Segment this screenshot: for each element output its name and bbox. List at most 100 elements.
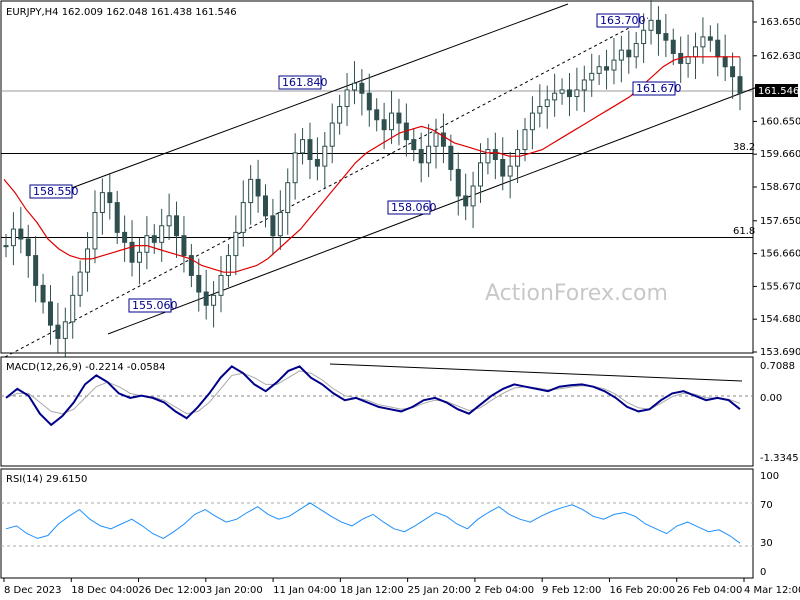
candle-body (574, 89, 580, 98)
candle-body (641, 29, 647, 45)
macd-axis: 0.7088 0.00 -1.3345 (760, 361, 799, 464)
candle-body (529, 112, 535, 131)
moving-average-line (3, 56, 740, 273)
candle-body (3, 245, 9, 248)
candle-body (559, 89, 565, 94)
price-annotation-155060: 155.060 (128, 298, 178, 313)
candle-body (166, 215, 172, 227)
price-annotation-label: 158.060 (391, 201, 437, 214)
time-tick-label: 26 Feb 04:00 (677, 585, 743, 596)
candle-body (604, 66, 610, 71)
candle-body (722, 56, 728, 68)
candle-body (485, 149, 491, 164)
macd-panel (0, 356, 754, 467)
price-annotation-label: 163.700 (600, 14, 646, 27)
candle-body (25, 238, 31, 257)
price-header: EURJPY,H4 162.009 162.048 161.438 161.54… (6, 7, 237, 18)
candle-body (240, 202, 246, 233)
current-price-label: 161.546 (758, 86, 799, 97)
candle-body (55, 324, 61, 339)
time-tick-label: 9 Feb 12:00 (542, 585, 601, 596)
candle-body (10, 228, 16, 247)
candle-body (70, 294, 76, 323)
candle-body (255, 178, 261, 197)
time-tick-label: 16 Feb 20:00 (609, 585, 675, 596)
candle-body (18, 228, 24, 240)
candles-group (3, 0, 743, 361)
candle-body (307, 139, 313, 161)
candle-body (92, 212, 98, 250)
candle-body (470, 185, 476, 207)
candle-body (292, 152, 298, 184)
candle-body (418, 149, 424, 164)
price-panel (0, 0, 754, 354)
channel-lower-line (107, 85, 761, 335)
macd-line (5, 365, 741, 427)
watermark: ActionForex.com (485, 281, 668, 306)
macd-tick-label: 0.00 (760, 393, 782, 404)
price-tick-label: 153.690 (760, 347, 800, 358)
rsi-line (5, 502, 741, 544)
time-tick-label: 18 Jan 12:00 (340, 585, 403, 596)
candle-body (507, 165, 513, 177)
price-annotation-161840: 161.840 (278, 75, 328, 90)
candle-body (440, 132, 446, 147)
current-price-box (755, 84, 798, 97)
candle-body (552, 92, 558, 101)
candle-body (129, 241, 135, 263)
rsi-axis: 100 70 30 0 (760, 471, 779, 578)
candle-body (611, 59, 617, 71)
channel-mid-line (4, 17, 649, 358)
candle-body (411, 139, 417, 151)
candle-body (366, 92, 372, 111)
candle-body (33, 255, 39, 286)
candle-body (359, 82, 365, 94)
candle-body (218, 274, 224, 296)
price-annotation-158060: 158.060 (387, 200, 437, 215)
candle-body (159, 225, 165, 243)
candle-body (262, 195, 268, 217)
macd-tick-label: 0.7088 (760, 361, 795, 372)
macd-tick-label: -1.3345 (760, 453, 799, 464)
price-annotation-label: 155.060 (132, 299, 178, 312)
rsi-tick-label: 0 (760, 567, 766, 578)
candle-body (463, 195, 469, 207)
fib-label-61: 61.8 (733, 226, 755, 237)
candle-body (151, 235, 157, 243)
candle-body (663, 33, 669, 41)
candle-body (248, 178, 254, 204)
candle-body (537, 105, 543, 114)
candle-body (277, 212, 283, 237)
price-annotation-161670: 161.670 (632, 81, 682, 96)
candle-body (107, 192, 113, 204)
candle-body (374, 109, 380, 121)
price-tick-label: 162.630 (760, 51, 800, 62)
candle-body (670, 39, 676, 54)
candle-body (515, 149, 521, 167)
candle-body (700, 36, 706, 48)
candle-body (314, 159, 320, 167)
candle-body (188, 255, 194, 276)
price-annotation-label: 158.550 (33, 185, 79, 198)
candle-body (85, 248, 91, 273)
time-tick-label: 2 Feb 04:00 (475, 585, 534, 596)
candle-body (455, 168, 461, 197)
rsi-title: RSI(14) 29.6150 (6, 474, 87, 485)
candle-body (492, 149, 498, 161)
price-annotation-163700: 163.700 (596, 13, 646, 28)
price-tick-label: 163.650 (760, 17, 800, 28)
time-axis: 8 Dec 2023 18 Dec 04:00 26 Dec 12:00 3 Jan … (3, 578, 800, 596)
candle-body (136, 251, 142, 263)
price-tick-label: 156.660 (760, 249, 800, 260)
candle-body (730, 66, 736, 78)
candle-body (581, 79, 587, 91)
candle-body (389, 112, 395, 131)
price-tick-label: 159.660 (760, 149, 800, 160)
price-annotation-label: 161.840 (282, 76, 328, 89)
candle-body (685, 56, 691, 64)
candle-body (174, 215, 180, 237)
candle-body (596, 66, 602, 74)
candle-body (329, 122, 335, 147)
candle-body (62, 321, 68, 339)
